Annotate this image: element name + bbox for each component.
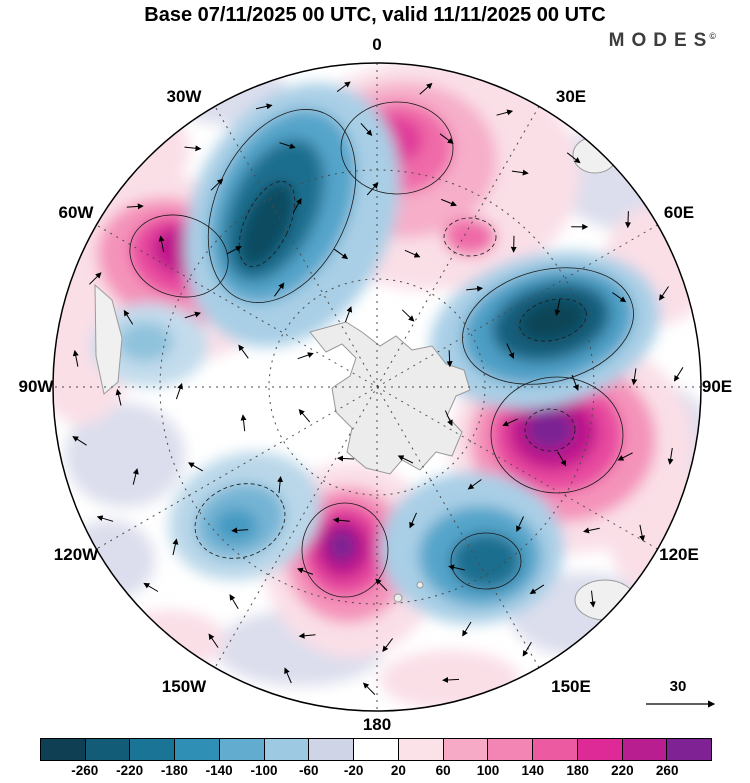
colorbar-segment (41, 739, 86, 760)
colorbar-tick-label: -60 (299, 763, 319, 778)
colorbar-legend: -260 -220 -180 -140 -100 -60 -20 20 60 100 140 180 2… (40, 738, 712, 779)
copyright-mark: © (709, 30, 716, 41)
modes-logo: MODES© (609, 30, 716, 52)
colorbar-tick-label: -260 (71, 763, 99, 778)
colorbar-tick-label: -180 (160, 763, 188, 778)
colorbar-segment (354, 739, 399, 760)
colorbar-tick-label: -220 (116, 763, 144, 778)
longitude-label-90e: 90E (702, 377, 732, 396)
vector-reference: 30 (646, 678, 716, 708)
longitude-label-30w: 30W (167, 87, 203, 106)
colorbar-tick-label: 220 (611, 763, 634, 778)
colorbar-segment (443, 739, 489, 760)
antarctica-outline (309, 321, 471, 475)
colorbar (40, 738, 712, 761)
colorbar-tick-label: 140 (521, 763, 545, 778)
figure-title: Base 07/11/2025 00 UTC, valid 11/11/2025… (144, 4, 606, 26)
colorbar-ticks: -260 -220 -180 -140 -100 -60 -20 20 60 100 140 180 2… (40, 763, 712, 779)
longitude-label-120e: 120E (659, 545, 699, 564)
longitude-label-150e: 150E (551, 677, 591, 696)
contour-lines (129, 101, 634, 598)
colorbar-tick-label: 100 (476, 763, 500, 778)
colorbar-segment (533, 739, 578, 760)
colorbar-tick-label: -100 (250, 763, 278, 778)
modes-logo-text: MODES (608, 30, 714, 51)
longitude-label-150w: 150W (162, 677, 207, 696)
australia-outline (574, 579, 636, 621)
colorbar-segment (398, 739, 444, 760)
graticule (53, 63, 701, 711)
south-america-tip (94, 283, 123, 395)
longitude-label-30e: 30E (556, 87, 586, 106)
colorbar-segment (309, 739, 355, 760)
colorbar-segment (264, 739, 310, 760)
colorbar-segment (488, 739, 534, 760)
longitude-label-60w: 60W (59, 203, 95, 222)
wind-vectors (72, 81, 684, 695)
colorbar-segment (85, 739, 131, 760)
vector-reference-value: 30 (670, 678, 687, 695)
colorbar-tick-label: 20 (390, 763, 406, 778)
colorbar-tick-label: -140 (205, 763, 233, 778)
longitude-label-60e: 60E (664, 203, 694, 222)
colorbar-tick-label: 180 (566, 763, 589, 778)
anomaly-map: 0 30W 30E 60W 60E 90W 90E 120W 120E 150W… (19, 35, 733, 734)
longitude-label-0: 0 (372, 35, 381, 54)
colorbar-tick-label: 60 (435, 763, 451, 778)
colorbar-segment (577, 739, 623, 760)
colorbar-segment (130, 739, 176, 760)
map-boundary (52, 62, 702, 712)
longitude-label-90w: 90W (19, 377, 55, 396)
longitude-label-180: 180 (363, 715, 391, 734)
colorbar-segment (622, 739, 668, 760)
colorbar-segment (219, 739, 265, 760)
island (393, 593, 403, 603)
longitude-label-120w: 120W (54, 545, 99, 564)
colorbar-tick-label: 260 (655, 763, 679, 778)
colorbar-segment (175, 739, 220, 760)
africa-tip (572, 136, 618, 174)
colorbar-tick-label: -20 (343, 763, 364, 778)
island (416, 581, 424, 589)
colorbar-segment (667, 739, 712, 760)
